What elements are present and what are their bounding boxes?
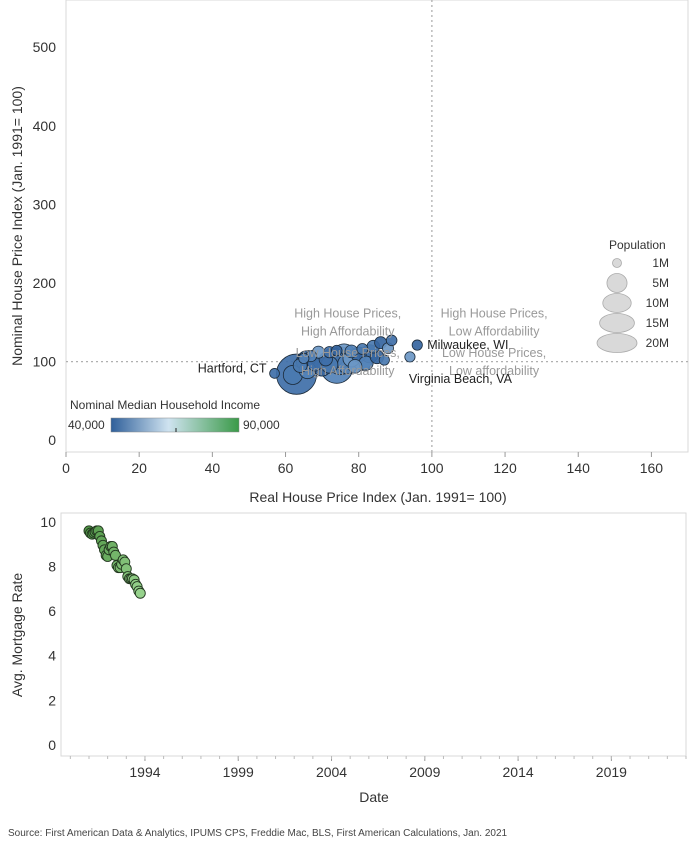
income-color-legend: Nominal Median Household Income 40,000 9…	[68, 398, 280, 433]
metro-bubble	[269, 368, 280, 379]
income-legend-min: 40,000	[68, 418, 105, 432]
population-legend-label: 15M	[646, 316, 669, 330]
top-y-tick-label: 0	[48, 432, 56, 448]
income-legend-title: Nominal Median Household Income	[70, 398, 260, 412]
top-x-tick-label: 80	[351, 460, 367, 476]
bottom-x-tick-label: 2019	[596, 764, 627, 780]
callout-virginia-beach: Virginia Beach, VA	[409, 372, 513, 386]
quadrant-labels: High House Prices, High Affordability High…	[294, 307, 547, 378]
bottom-x-tick-label: 1999	[223, 764, 254, 780]
population-legend-label: 20M	[646, 336, 669, 350]
top-y-axis: 0 100 200 300 400 500	[33, 39, 57, 448]
metro-bubble	[378, 354, 390, 366]
bottom-y-tick-label: 8	[48, 559, 56, 575]
population-legend-bubble	[599, 313, 635, 333]
bottom-x-tick-label: 2009	[409, 764, 440, 780]
metro-bubble	[356, 343, 369, 355]
bottom-y-axis: 0 2 4 6 8 10	[40, 514, 56, 753]
top-x-tick-label: 40	[205, 460, 221, 476]
population-legend-bubble	[606, 273, 628, 293]
top-x-axis-title: Real House Price Index (Jan. 1991= 100)	[249, 489, 506, 505]
population-size-legend: Population 1M 5M 10M 15M 20M	[596, 238, 669, 353]
bottom-x-tick-label: 1994	[129, 764, 160, 780]
bottom-plot-frame	[60, 512, 687, 757]
metro-bubble	[331, 344, 343, 357]
top-chart: 0 100 200 300 400 500 0 20 40 60 80 100 120 140 160 H…	[9, 0, 689, 505]
bottom-y-tick-label: 2	[48, 692, 56, 708]
mortgage-rate-points	[83, 525, 146, 599]
bottom-y-tick-label: 0	[48, 737, 56, 753]
bottom-y-tick-label: 4	[48, 648, 56, 664]
bottom-chart: 0 2 4 6 8 10 1994 1999 2004 2009 2014 2019 Avg. Mo…	[9, 512, 687, 805]
bottom-x-axis: 1994 1999 2004 2009 2014 2019	[69, 756, 687, 780]
top-x-tick-label: 0	[62, 460, 70, 476]
metro-bubble	[404, 351, 416, 363]
population-legend-bubble	[596, 333, 638, 353]
top-x-tick-label: 20	[131, 460, 147, 476]
quadrant-label: High House Prices, High Affordability	[294, 307, 401, 339]
top-x-axis: 0 20 40 60 80 100 120 140 160	[62, 452, 663, 476]
quadrant-label: High House Prices, Low Affordability	[441, 307, 548, 339]
mortgage-rate-point	[134, 587, 146, 599]
top-y-axis-title: Nominal House Price Index (Jan. 1991= 10…	[9, 86, 25, 366]
bottom-x-tick-label: 2004	[316, 764, 347, 780]
income-gradient-bar	[110, 417, 240, 433]
top-y-tick-label: 300	[33, 196, 57, 212]
income-legend-max: 90,000	[243, 418, 280, 432]
population-legend-label: 5M	[652, 276, 669, 290]
top-x-tick-label: 60	[278, 460, 294, 476]
top-y-tick-label: 100	[33, 354, 57, 370]
top-x-tick-label: 120	[493, 460, 517, 476]
population-legend-label: 10M	[646, 296, 669, 310]
metro-bubbles	[269, 334, 423, 395]
bottom-x-axis-title: Date	[359, 789, 389, 805]
bottom-y-tick-label: 10	[40, 514, 56, 530]
population-legend-bubble	[602, 293, 632, 313]
callout-hartford: Hartford, CT	[198, 362, 267, 376]
callout-milwaukee: Milwaukee, WI	[427, 338, 508, 352]
bottom-y-axis-title: Avg. Mortgage Rate	[9, 573, 25, 697]
population-legend-title: Population	[609, 238, 666, 252]
top-y-tick-label: 500	[33, 39, 57, 55]
population-legend-label: 1M	[652, 256, 669, 270]
quadrant-label: Low House Prices, Low affordability	[442, 346, 546, 378]
top-y-tick-label: 200	[33, 275, 57, 291]
metro-bubble	[347, 359, 363, 374]
top-x-tick-label: 100	[420, 460, 444, 476]
bottom-x-tick-label: 2014	[503, 764, 534, 780]
top-plot-frame	[65, 0, 689, 453]
metro-callouts: Hartford, CT Milwaukee, WI Virginia Beach,…	[198, 338, 513, 386]
quadrant-label: Low House Prices, High Affordability	[296, 346, 400, 378]
metro-bubble	[411, 339, 423, 351]
population-legend-bubble	[612, 258, 622, 268]
top-x-tick-label: 140	[567, 460, 591, 476]
metro-bubble	[385, 334, 398, 347]
metro-bubble	[298, 352, 310, 364]
bottom-y-tick-label: 6	[48, 603, 56, 619]
source-note: Source: First American Data & Analytics,…	[8, 828, 508, 839]
top-y-tick-label: 400	[33, 118, 57, 134]
top-x-tick-label: 160	[640, 460, 664, 476]
